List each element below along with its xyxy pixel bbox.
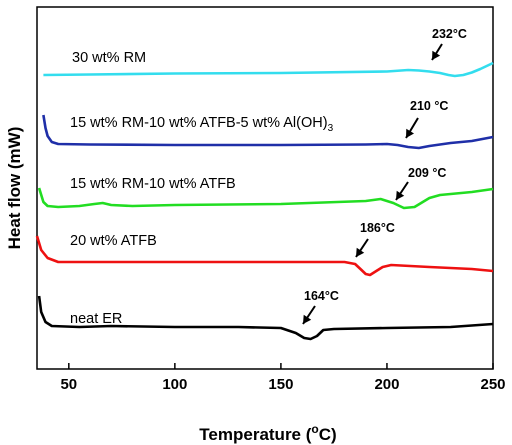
series-label: 15 wt% RM-10 wt% ATFB	[70, 176, 236, 192]
annotation-arrow-head	[396, 190, 405, 200]
series-labels: 30 wt% RM 15 wt% RM-10 wt% ATFB-5 wt% Al(…	[70, 50, 334, 327]
peak-annotation: 186°C	[360, 221, 395, 235]
x-tick-label: 250	[480, 376, 505, 393]
peak-annotation: 232°C	[432, 27, 467, 41]
annotation-arrow-head	[406, 128, 414, 138]
series-lines	[35, 61, 494, 341]
series-label: 30 wt% RM	[72, 50, 146, 66]
y-axis-label: Heat flow (mW)	[5, 127, 24, 250]
series-line	[37, 295, 494, 341]
series-label: 15 wt% RM-10 wt% ATFB-5 wt% Al(OH)3	[70, 115, 334, 134]
annotation-arrow-head	[356, 247, 365, 257]
plot-frame	[36, 6, 494, 370]
peak-annotation: 164°C	[304, 289, 339, 303]
x-tick-label: 50	[60, 376, 77, 393]
series-label: neat ER	[70, 311, 122, 327]
peak-annotation: 209 °C	[408, 166, 446, 180]
x-tick-label: 100	[162, 376, 187, 393]
series-line	[42, 114, 494, 150]
x-axis-label: Temperature (oC)	[199, 422, 336, 444]
x-ticks: 50 100 150 200 250	[60, 363, 506, 393]
series-line	[37, 187, 494, 210]
series-label: 20 wt% ATFB	[70, 233, 157, 249]
annotation-arrow-head	[303, 314, 312, 324]
peak-annotation: 210 °C	[410, 99, 448, 113]
series-line	[35, 235, 494, 277]
x-tick-label: 150	[268, 376, 293, 393]
x-tick-label: 200	[374, 376, 399, 393]
annotation-arrow-head	[432, 50, 441, 60]
series-line	[43, 61, 494, 78]
peak-annotations: 232°C 210 °C 209 °C 186°C 164°C	[302, 27, 467, 325]
